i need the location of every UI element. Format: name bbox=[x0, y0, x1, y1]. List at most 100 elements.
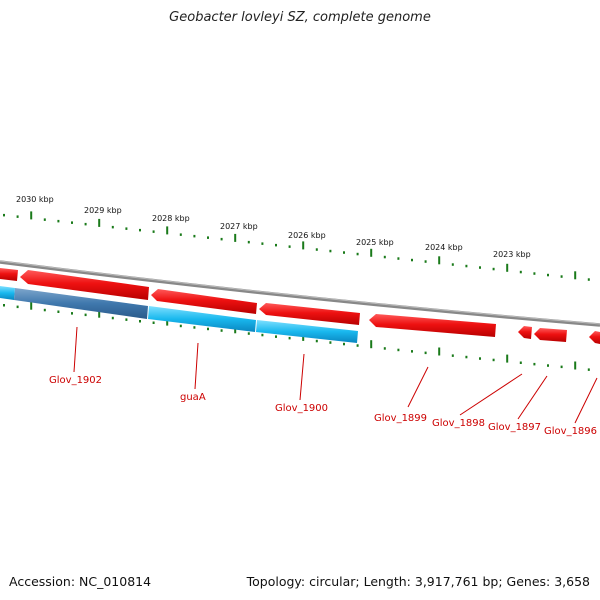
ruler-label-2030: 2030 kbp bbox=[16, 195, 54, 204]
ruler-minor-tick bbox=[275, 335, 277, 338]
cds-block bbox=[14, 288, 148, 319]
gene-arrow bbox=[589, 331, 600, 344]
ruler-minor-tick bbox=[411, 350, 413, 353]
ruler-minor-tick bbox=[383, 255, 386, 259]
ruler-minor-tick bbox=[125, 227, 128, 230]
ruler-minor-tick bbox=[207, 236, 209, 239]
gene-label-glov-1898: Glov_1898 bbox=[432, 418, 485, 429]
ruler-outer-ticks bbox=[3, 211, 590, 281]
ruler-minor-tick bbox=[43, 218, 46, 221]
gene-arrow bbox=[259, 303, 360, 325]
ruler-major-tick bbox=[234, 233, 237, 242]
ruler-label-2027: 2027 kbp bbox=[220, 222, 258, 231]
ruler-minor-tick bbox=[220, 329, 223, 332]
ruler-major-tick bbox=[438, 256, 441, 265]
genome-summary-text: Topology: circular; Length: 3,917,761 bp… bbox=[246, 574, 590, 589]
ruler-minor-tick bbox=[547, 364, 549, 367]
ruler-minor-tick bbox=[288, 336, 291, 340]
leader-line bbox=[194, 342, 199, 390]
ruler-minor-tick bbox=[16, 215, 19, 218]
ruler-minor-tick bbox=[207, 327, 209, 331]
gene-track-red bbox=[0, 268, 600, 344]
ruler-label-2024: 2024 kbp bbox=[425, 243, 463, 252]
ruler-minor-tick bbox=[57, 310, 60, 313]
ruler-minor-tick bbox=[193, 234, 196, 238]
ruler-minor-tick bbox=[125, 318, 128, 321]
ruler-label-2025: 2025 kbp bbox=[356, 238, 394, 247]
ruler-minor-tick bbox=[587, 278, 590, 281]
ruler-minor-tick bbox=[16, 305, 19, 309]
ruler-minor-tick bbox=[451, 263, 454, 266]
ruler-major-tick bbox=[506, 354, 509, 363]
ruler-minor-tick bbox=[383, 347, 386, 350]
accession-text: Accession: NC_010814 bbox=[9, 574, 152, 589]
ruler-minor-tick bbox=[179, 233, 182, 236]
ruler-minor-tick bbox=[424, 260, 427, 263]
ruler-minor-tick bbox=[343, 342, 345, 346]
ruler-minor-tick bbox=[329, 249, 332, 253]
map-title: Geobacter lovleyi SZ, complete genome bbox=[169, 10, 431, 25]
ruler-minor-tick bbox=[111, 225, 114, 229]
ruler-major-tick bbox=[30, 211, 33, 220]
genome-backbone-highlight bbox=[0, 260, 600, 325]
gene-arrow bbox=[369, 314, 496, 337]
ruler-minor-tick bbox=[343, 251, 345, 254]
ruler-minor-tick bbox=[479, 357, 481, 360]
ruler-minor-tick bbox=[424, 351, 427, 355]
gene-arrow bbox=[151, 289, 257, 314]
leader-line bbox=[517, 375, 548, 420]
ruler-minor-tick bbox=[356, 252, 359, 256]
ruler-major-tick bbox=[302, 241, 305, 250]
ruler-minor-tick bbox=[139, 228, 141, 232]
ruler-minor-tick bbox=[465, 355, 468, 359]
ruler-minor-tick bbox=[152, 230, 155, 233]
gene-arrow bbox=[534, 328, 567, 342]
ruler-minor-tick bbox=[193, 326, 196, 329]
gene-label-guaa: guaA bbox=[180, 392, 206, 403]
ruler-minor-tick bbox=[43, 308, 46, 312]
gene-label-glov-1896: Glov_1896 bbox=[544, 426, 597, 437]
ruler-minor-tick bbox=[492, 267, 495, 271]
ruler-minor-tick bbox=[71, 312, 73, 315]
ruler-minor-tick bbox=[3, 304, 5, 307]
leader-line bbox=[299, 353, 305, 401]
gene-leader-lines bbox=[73, 326, 598, 424]
ruler-minor-tick bbox=[71, 221, 73, 224]
ruler-minor-tick bbox=[560, 365, 563, 369]
ruler-minor-tick bbox=[275, 243, 277, 247]
ruler-minor-tick bbox=[139, 320, 141, 323]
ruler-minor-tick bbox=[560, 275, 563, 278]
ruler-minor-tick bbox=[315, 339, 318, 343]
ruler-major-tick bbox=[370, 340, 373, 349]
ruler-minor-tick bbox=[329, 341, 332, 344]
ruler-minor-tick bbox=[479, 266, 481, 269]
ruler-minor-tick bbox=[356, 344, 359, 347]
ruler-major-tick bbox=[370, 248, 373, 257]
cds-track-blue bbox=[0, 286, 358, 343]
ruler-minor-tick bbox=[315, 248, 318, 251]
gene-arrow bbox=[0, 268, 18, 281]
ruler-minor-tick bbox=[533, 362, 536, 366]
ruler-label-2023: 2023 kbp bbox=[493, 250, 531, 259]
ruler-minor-tick bbox=[397, 257, 400, 260]
ruler-minor-tick bbox=[220, 237, 223, 241]
ruler-label-2029: 2029 kbp bbox=[84, 206, 122, 215]
ruler-minor-tick bbox=[533, 272, 536, 275]
gene-label-glov-1897: Glov_1897 bbox=[488, 422, 541, 433]
ruler-minor-tick bbox=[519, 270, 522, 274]
ruler-minor-tick bbox=[519, 361, 522, 364]
ruler-major-tick bbox=[166, 317, 169, 326]
gene-label-glov-1899: Glov_1899 bbox=[374, 413, 427, 424]
ruler-minor-tick bbox=[57, 219, 60, 223]
ruler-minor-tick bbox=[179, 324, 182, 328]
ruler-label-2026: 2026 kbp bbox=[288, 231, 326, 240]
ruler-major-tick bbox=[438, 347, 441, 356]
ruler-minor-tick bbox=[111, 316, 114, 320]
ruler-minor-tick bbox=[451, 354, 454, 357]
ruler-minor-tick bbox=[3, 213, 5, 217]
cds-block bbox=[148, 306, 256, 332]
genome-backbone bbox=[0, 260, 600, 327]
ruler-major-tick bbox=[166, 226, 169, 235]
ruler-minor-tick bbox=[587, 368, 590, 371]
